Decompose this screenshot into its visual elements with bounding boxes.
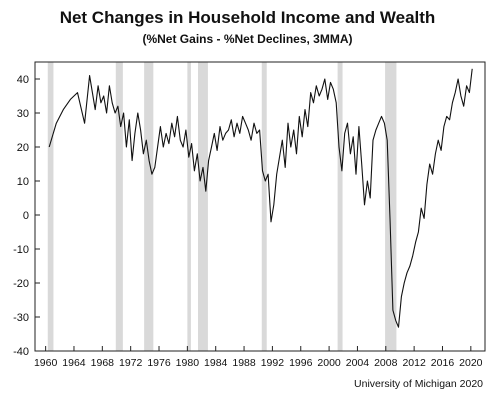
x-tick-label: 2012 bbox=[402, 357, 426, 369]
recession-band-4 bbox=[197, 62, 208, 351]
recession-band-5 bbox=[261, 62, 267, 351]
y-tick-label: -30 bbox=[13, 312, 29, 324]
x-tick-label: 1988 bbox=[232, 357, 256, 369]
x-tick-label: 2008 bbox=[374, 357, 398, 369]
y-tick-label: -40 bbox=[13, 346, 29, 358]
x-tick-label: 2016 bbox=[431, 357, 455, 369]
y-tick-label: 0 bbox=[23, 210, 29, 222]
recession-band-6 bbox=[337, 62, 343, 351]
axis-ticks: 40 30 20 10 0 -10 -20 -30 -40 1960 1964 1968 1972 197… bbox=[13, 74, 483, 369]
y-tick-label: 10 bbox=[17, 176, 29, 188]
x-tick-label: 1964 bbox=[62, 357, 86, 369]
plot-frame bbox=[34, 61, 486, 352]
x-tick-label: 1968 bbox=[91, 357, 115, 369]
y-tick-label: 20 bbox=[17, 142, 29, 154]
recession-band-7 bbox=[385, 62, 397, 351]
recession-band-1 bbox=[115, 62, 123, 351]
recession-bands bbox=[47, 62, 397, 351]
x-tick-label: 2004 bbox=[346, 357, 370, 369]
x-tick-label: 2020 bbox=[459, 357, 483, 369]
x-tick-label: 1976 bbox=[147, 357, 171, 369]
chart-title: Net Changes in Household Income and Weal… bbox=[59, 8, 436, 27]
x-tick-label: 1984 bbox=[204, 357, 228, 369]
x-tick-label: 1960 bbox=[34, 357, 58, 369]
y-tick-label: 40 bbox=[17, 74, 29, 86]
chart-subtitle: (%Net Gains - %Net Declines, 3MMA) bbox=[142, 32, 353, 46]
series-layer bbox=[48, 68, 473, 328]
y-tick-label: -20 bbox=[13, 278, 29, 290]
source-credit: University of Michigan 2020 bbox=[354, 378, 483, 390]
x-tick-label: 1992 bbox=[261, 357, 285, 369]
y-tick-label: 30 bbox=[17, 108, 29, 120]
recession-band-3 bbox=[187, 62, 191, 351]
y-tick-label: -10 bbox=[13, 244, 29, 256]
recession-band-0 bbox=[47, 62, 54, 351]
recession-band-2 bbox=[144, 62, 154, 351]
x-tick-label: 2000 bbox=[317, 357, 341, 369]
x-tick-label: 1972 bbox=[119, 357, 143, 369]
series-line-0 bbox=[48, 68, 473, 328]
x-tick-label: 1980 bbox=[176, 357, 200, 369]
x-tick-label: 1996 bbox=[289, 357, 313, 369]
